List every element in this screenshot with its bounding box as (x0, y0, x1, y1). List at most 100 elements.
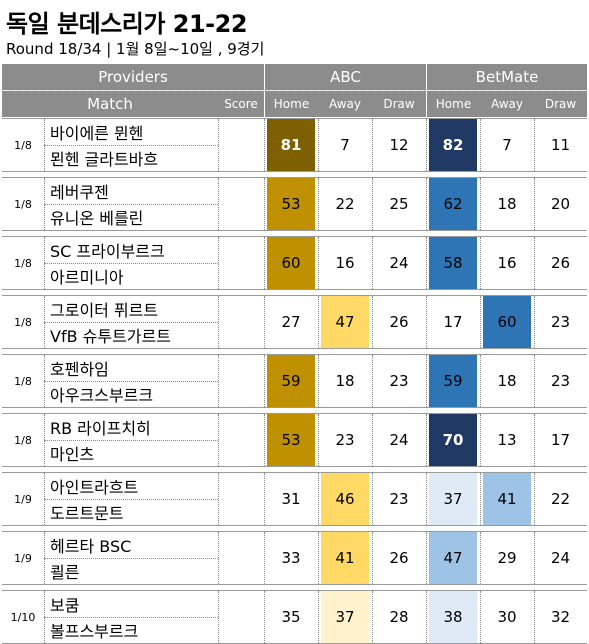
column-divider (372, 296, 373, 348)
abc-away-prob: 18 (335, 372, 355, 390)
column-divider (534, 414, 535, 466)
abc-away-prob: 41 (321, 532, 369, 584)
home-team-name: SC 프라이부르크 (50, 242, 165, 261)
match-row: 1/9 아인트라흐트 도르트문트 31 46 23 37 41 22 (2, 473, 587, 525)
abc-home-prob: 60 (267, 237, 315, 289)
betmate-home-prob: 70 (429, 414, 477, 466)
match-teams: 아인트라흐트 도르트문트 (44, 473, 218, 525)
abc-draw-prob: 23 (389, 490, 409, 508)
column-divider (372, 591, 373, 643)
match-row: 1/8 그로이터 퓌르트 VfB 슈투트가르트 27 47 26 17 60 23 (2, 296, 587, 348)
column-divider (318, 119, 319, 171)
column-divider (318, 237, 319, 289)
betmate-home-prob: 62 (429, 178, 477, 230)
match-row: 1/10 보쿰 볼프스부르크 35 37 28 38 30 32 (2, 591, 587, 643)
home-team-name: 보쿰 (50, 596, 80, 615)
betmate-home-prob: 47 (429, 532, 477, 584)
column-divider (44, 178, 45, 230)
abc-home-prob: 35 (281, 608, 301, 626)
page-title: 독일 분데스리가 21-22 (6, 10, 248, 38)
betmate-away-prob: 41 (483, 473, 531, 525)
betmate-home-prob: 38 (429, 591, 477, 643)
betmate-away-prob: 60 (483, 296, 531, 348)
column-divider (264, 591, 265, 643)
betmate-draw-prob: 23 (550, 313, 571, 331)
header-row-providers: Providers ABC BetMate (2, 64, 587, 90)
match-header: Match (2, 91, 218, 117)
home-team-name: 호펜하임 (50, 360, 109, 379)
match-score (218, 178, 264, 230)
match-score (218, 237, 264, 289)
row-separator (2, 531, 587, 532)
away-team-name: 쾰른 (50, 563, 80, 582)
match-teams: 바이에른 뮌헨 묀헨 글라트바흐 (44, 119, 218, 171)
home-team-name: 아인트라흐트 (50, 478, 139, 497)
away-team-name: 마인츠 (50, 445, 95, 464)
betmate-draw-prob: 17 (550, 431, 571, 449)
team-divider (44, 558, 218, 559)
match-date: 1/8 (14, 197, 32, 211)
match-row: 1/8 RB 라이프치히 마인츠 53 23 24 70 13 17 (2, 414, 587, 466)
column-divider (264, 237, 265, 289)
betmate-draw-prob: 11 (550, 136, 571, 154)
betmate-away-prob: 16 (497, 254, 517, 272)
home-team-name: 레버쿠젠 (50, 183, 109, 202)
column-divider (480, 414, 481, 466)
abc-draw-header: Draw (372, 91, 426, 117)
betmate-draw-prob: 26 (550, 254, 571, 272)
column-divider (218, 119, 219, 171)
abc-away-prob: 16 (335, 254, 355, 272)
column-divider (218, 296, 219, 348)
abc-home-header: Home (264, 91, 318, 117)
column-divider (318, 178, 319, 230)
team-divider (44, 381, 218, 382)
column-divider (218, 414, 219, 466)
match-teams: 호펜하임 아우크스부르크 (44, 355, 218, 407)
provider-abc-header: ABC (264, 64, 426, 90)
match-score (218, 591, 264, 643)
match-score (218, 119, 264, 171)
row-separator (2, 177, 587, 178)
column-divider (426, 591, 427, 643)
column-divider (372, 178, 373, 230)
column-divider (534, 591, 535, 643)
away-team-name: 아르미니아 (50, 268, 124, 287)
team-divider (44, 204, 218, 205)
row-separator (2, 354, 587, 355)
column-divider (318, 591, 319, 643)
column-divider (534, 532, 535, 584)
betmate-draw-prob: 23 (550, 372, 571, 390)
betmate-draw-prob: 32 (550, 608, 571, 626)
home-team-name: RB 라이프치히 (50, 419, 151, 438)
column-divider (480, 355, 481, 407)
column-divider (480, 237, 481, 289)
match-row: 1/8 레버쿠젠 유니온 베를린 53 22 25 62 18 20 (2, 178, 587, 230)
match-date: 1/10 (10, 610, 36, 624)
betmate-away-prob: 30 (497, 608, 517, 626)
row-separator (2, 171, 587, 172)
match-score (218, 355, 264, 407)
abc-draw-prob: 23 (389, 372, 409, 390)
column-divider (318, 532, 319, 584)
betmate-draw-header: Draw (534, 91, 587, 117)
abc-away-prob: 46 (321, 473, 369, 525)
column-divider (218, 355, 219, 407)
row-separator (2, 466, 587, 467)
betmate-draw-prob: 22 (550, 490, 571, 508)
column-divider (264, 178, 265, 230)
column-divider (44, 119, 45, 171)
column-divider (264, 473, 265, 525)
column-divider (264, 355, 265, 407)
column-divider (264, 296, 265, 348)
abc-draw-prob: 26 (389, 313, 409, 331)
abc-away-prob: 23 (335, 431, 355, 449)
column-divider (44, 237, 45, 289)
match-teams: 그로이터 퓌르트 VfB 슈투트가르트 (44, 296, 218, 348)
column-divider (372, 119, 373, 171)
abc-draw-prob: 26 (389, 549, 409, 567)
match-date: 1/8 (14, 374, 32, 388)
betmate-home-prob: 59 (429, 355, 477, 407)
team-divider (44, 617, 218, 618)
abc-away-prob: 7 (340, 136, 350, 154)
